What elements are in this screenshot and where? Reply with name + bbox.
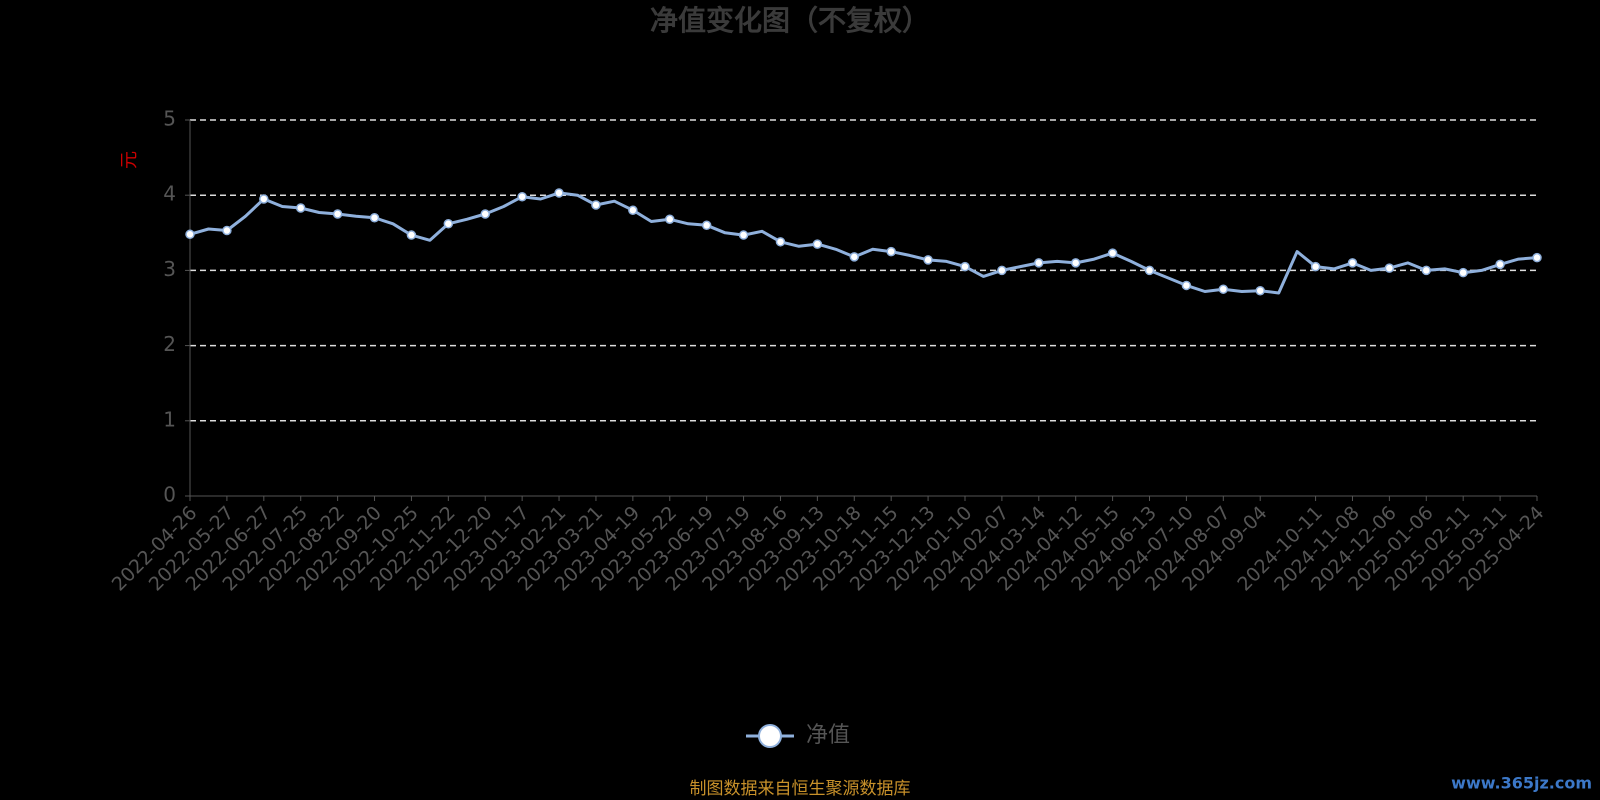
data-point [1255,285,1265,296]
footer: 制图数据来自恒生聚源数据库 [690,779,911,799]
y-tick-label: 3 [163,257,176,281]
series-line [189,191,1538,295]
data-point [1421,265,1432,276]
data-point [1218,284,1229,294]
data-point [1458,267,1468,278]
y-tick-label: 0 [163,483,176,507]
data-point [222,225,232,236]
data-point [1144,265,1155,276]
data-point [738,230,749,240]
data-point [443,219,454,229]
data-point [1181,280,1192,291]
data-point [812,239,823,249]
data-point [849,252,860,262]
chart-title: 净值变化图（不复权） [650,4,930,37]
data-point [517,191,527,202]
data-point [332,209,343,219]
y-tick-label: 1 [163,407,176,431]
legend-label: 净值 [806,723,850,748]
y-axis-label: 元 [119,151,140,169]
data-point [1384,263,1395,273]
data-point [1034,258,1044,268]
data-point [369,213,380,223]
watermark: www.365jz.com [1451,774,1592,793]
data-point [1347,258,1358,268]
data-point [259,194,269,204]
y-tick-label: 5 [163,107,176,131]
data-point [775,237,786,247]
data-point [406,230,417,240]
data-point [591,200,601,210]
data-point [1107,248,1118,258]
y-tick-label: 2 [163,332,176,356]
data-point [185,229,195,240]
data-point [886,246,896,257]
data-point [480,209,490,219]
data-point [1532,252,1542,263]
data-point [1070,258,1081,268]
data-point [960,261,970,272]
data-point [295,203,306,213]
data-point [1310,261,1321,272]
data-point [923,255,933,265]
data-point [1495,259,1505,270]
data-point [554,188,564,198]
data-point [665,214,675,225]
data-point [701,220,712,231]
data-point [628,205,638,215]
data-point [997,265,1007,276]
legend-marker [758,724,782,748]
y-tick-label: 4 [163,182,176,206]
